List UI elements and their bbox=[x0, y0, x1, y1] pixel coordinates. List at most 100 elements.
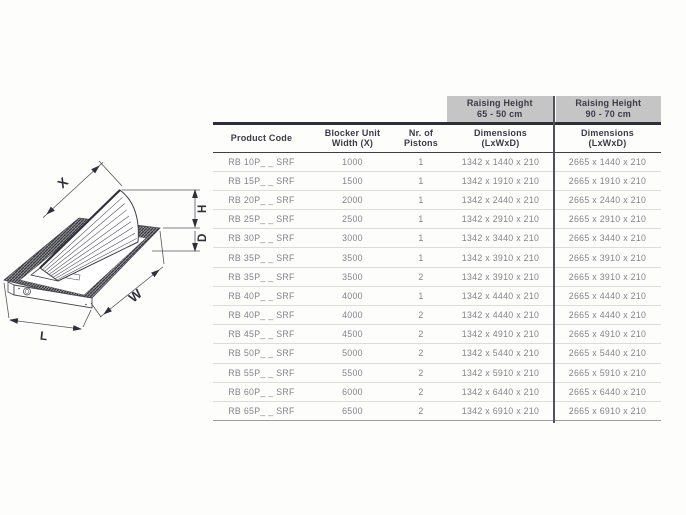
column-divider bbox=[553, 96, 555, 423]
column-header-line1: Product Code bbox=[230, 132, 293, 143]
cell-blocker-width: 3000 bbox=[342, 233, 363, 244]
cell-dimensions-90: 2665 x 4910 x 210 bbox=[568, 329, 647, 340]
group-header-line2: 90 - 70 cm bbox=[585, 109, 632, 119]
cell-dimensions-90: 2665 x 1440 x 210 bbox=[568, 156, 647, 167]
group-header-spacer bbox=[213, 96, 447, 122]
cell-dimensions-65: 1342 x 3910 x 210 bbox=[461, 252, 540, 263]
cell-blocker-width: 5000 bbox=[342, 348, 363, 359]
cell-dimensions-90: 2665 x 3910 x 210 bbox=[568, 271, 647, 282]
cell-pistons: 1 bbox=[418, 233, 424, 244]
table-row: RB 35P_ _ SRF 3500 1 1342 x 3910 x 210 2… bbox=[213, 248, 661, 268]
cell-pistons: 2 bbox=[418, 271, 424, 282]
cell-blocker-width: 3500 bbox=[342, 252, 363, 263]
table-row: RB 65P_ _ SRF 6500 2 1342 x 6910 x 210 2… bbox=[213, 402, 661, 422]
table-row: RB 40P_ _ SRF 4000 2 1342 x 4440 x 210 2… bbox=[213, 306, 661, 326]
cell-dimensions-65: 1342 x 3910 x 210 bbox=[461, 271, 540, 282]
spec-table: Raising Height 65 - 50 cm Raising Height… bbox=[213, 96, 661, 423]
cell-dimensions-65: 1342 x 4440 x 210 bbox=[461, 310, 540, 321]
group-header-line1: Raising Height bbox=[466, 98, 533, 108]
column-header-dimensions-65: Dimensions (LxWxD) bbox=[447, 125, 554, 152]
cell-dimensions-90: 2665 x 4440 x 210 bbox=[568, 310, 647, 321]
table-row: RB 60P_ _ SRF 6000 2 1342 x 6440 x 210 2… bbox=[213, 383, 661, 402]
table-row: RB 40P_ _ SRF 4000 1 1342 x 4440 x 210 2… bbox=[213, 287, 661, 306]
cell-dimensions-90: 2665 x 3440 x 210 bbox=[568, 233, 647, 244]
cell-dimensions-65: 1342 x 4910 x 210 bbox=[461, 329, 540, 340]
dim-label-l: L bbox=[39, 329, 48, 344]
cell-product-code: RB 35P_ _ SRF bbox=[228, 271, 295, 282]
column-header-line1: Dimensions bbox=[473, 127, 527, 138]
dimension-x bbox=[42, 160, 123, 218]
cell-product-code: RB 40P_ _ SRF bbox=[228, 310, 295, 321]
cell-product-code: RB 10P_ _ SRF bbox=[228, 156, 295, 167]
table-row: RB 45P_ _ SRF 4500 2 1342 x 4910 x 210 2… bbox=[213, 325, 661, 345]
cell-dimensions-65: 1342 x 5440 x 210 bbox=[461, 348, 540, 359]
cell-dimensions-65: 1342 x 6910 x 210 bbox=[461, 406, 540, 417]
blocker-wedge bbox=[30, 189, 139, 282]
group-header-band: Raising Height 65 - 50 cm Raising Height… bbox=[213, 96, 661, 122]
dim-label-x: X bbox=[54, 174, 71, 191]
column-header-nr-of-pistons: Nr. of Pistons bbox=[395, 125, 447, 152]
dim-label-d: D bbox=[197, 234, 209, 242]
column-header-row: Product Code Blocker Unit Width (X) Nr. … bbox=[213, 125, 661, 153]
cell-blocker-width: 4000 bbox=[342, 310, 363, 321]
table-row: RB 10P_ _ SRF 1000 1 1342 x 1440 x 210 2… bbox=[213, 153, 661, 172]
group-header-line2: 65 - 50 cm bbox=[476, 109, 523, 119]
cell-blocker-width: 6000 bbox=[342, 386, 363, 397]
cell-product-code: RB 15P_ _ SRF bbox=[228, 175, 295, 186]
column-header-dimensions-90: Dimensions (LxWxD) bbox=[554, 125, 661, 152]
cell-pistons: 1 bbox=[418, 290, 424, 301]
cell-product-code: RB 30P_ _ SRF bbox=[228, 233, 295, 244]
cell-pistons: 2 bbox=[418, 310, 424, 321]
table-row: RB 50P_ _ SRF 5000 2 1342 x 5440 x 210 2… bbox=[213, 344, 661, 364]
cell-product-code: RB 60P_ _ SRF bbox=[228, 386, 295, 397]
table-row: RB 20P_ _ SRF 2000 1 1342 x 2440 x 210 2… bbox=[213, 191, 661, 211]
cell-product-code: RB 40P_ _ SRF bbox=[228, 290, 295, 301]
cell-dimensions-65: 1342 x 3440 x 210 bbox=[461, 233, 540, 244]
header-thick-rule bbox=[213, 122, 661, 125]
cell-blocker-width: 3500 bbox=[342, 271, 363, 282]
column-header-product-code: Product Code bbox=[213, 125, 310, 152]
cell-blocker-width: 1000 bbox=[342, 156, 363, 167]
cell-dimensions-90: 2665 x 2440 x 210 bbox=[568, 194, 647, 205]
dim-label-h: H bbox=[197, 205, 209, 213]
group-header-line1: Raising Height bbox=[575, 98, 642, 108]
base-box bbox=[7, 281, 93, 309]
cell-dimensions-65: 1342 x 5910 x 210 bbox=[461, 367, 540, 378]
dimension-l bbox=[3, 282, 92, 331]
cell-pistons: 1 bbox=[418, 214, 424, 225]
cell-dimensions-65: 1342 x 1910 x 210 bbox=[461, 175, 540, 186]
group-header-raising-90-70: Raising Height 90 - 70 cm bbox=[555, 96, 661, 122]
cell-dimensions-90: 2665 x 6910 x 210 bbox=[568, 406, 647, 417]
cell-dimensions-90: 2665 x 1910 x 210 bbox=[568, 175, 647, 186]
column-header-line1: Blocker Unit bbox=[324, 127, 381, 138]
column-header-line2: (LxWxD) bbox=[588, 138, 627, 148]
road-blocker-technical-drawing: X H D W L bbox=[3, 160, 209, 344]
cell-blocker-width: 2000 bbox=[342, 194, 363, 205]
cell-blocker-width: 2500 bbox=[342, 214, 363, 225]
column-header-line1: Nr. of bbox=[408, 127, 434, 138]
table-row: RB 15P_ _ SRF 1500 1 1342 x 1910 x 210 2… bbox=[213, 172, 661, 191]
cell-product-code: RB 55P_ _ SRF bbox=[228, 367, 295, 378]
cell-pistons: 2 bbox=[418, 406, 424, 417]
cell-dimensions-90: 2665 x 3910 x 210 bbox=[568, 252, 647, 263]
cell-dimensions-65: 1342 x 2910 x 210 bbox=[461, 214, 540, 225]
cell-pistons: 2 bbox=[418, 386, 424, 397]
column-header-line2: Pistons bbox=[404, 138, 438, 148]
cell-blocker-width: 4500 bbox=[342, 329, 363, 340]
cell-pistons: 1 bbox=[418, 194, 424, 205]
cell-dimensions-90: 2665 x 6440 x 210 bbox=[568, 386, 647, 397]
cell-blocker-width: 1500 bbox=[342, 175, 363, 186]
dimension-w bbox=[90, 230, 165, 318]
cell-dimensions-90: 2665 x 4440 x 210 bbox=[568, 290, 647, 301]
column-header-blocker-unit-width: Blocker Unit Width (X) bbox=[310, 125, 395, 152]
column-header-line1: Dimensions bbox=[580, 127, 634, 138]
column-header-line2: Width (X) bbox=[331, 138, 374, 148]
cell-product-code: RB 45P_ _ SRF bbox=[228, 329, 295, 340]
cell-dimensions-65: 1342 x 4440 x 210 bbox=[461, 290, 540, 301]
cell-dimensions-90: 2665 x 2910 x 210 bbox=[568, 214, 647, 225]
table-row: RB 30P_ _ SRF 3000 1 1342 x 3440 x 210 2… bbox=[213, 229, 661, 249]
cell-dimensions-65: 1342 x 6440 x 210 bbox=[461, 386, 540, 397]
table-row: RB 55P_ _ SRF 5500 2 1342 x 5910 x 210 2… bbox=[213, 364, 661, 383]
cell-dimensions-65: 1342 x 2440 x 210 bbox=[461, 194, 540, 205]
